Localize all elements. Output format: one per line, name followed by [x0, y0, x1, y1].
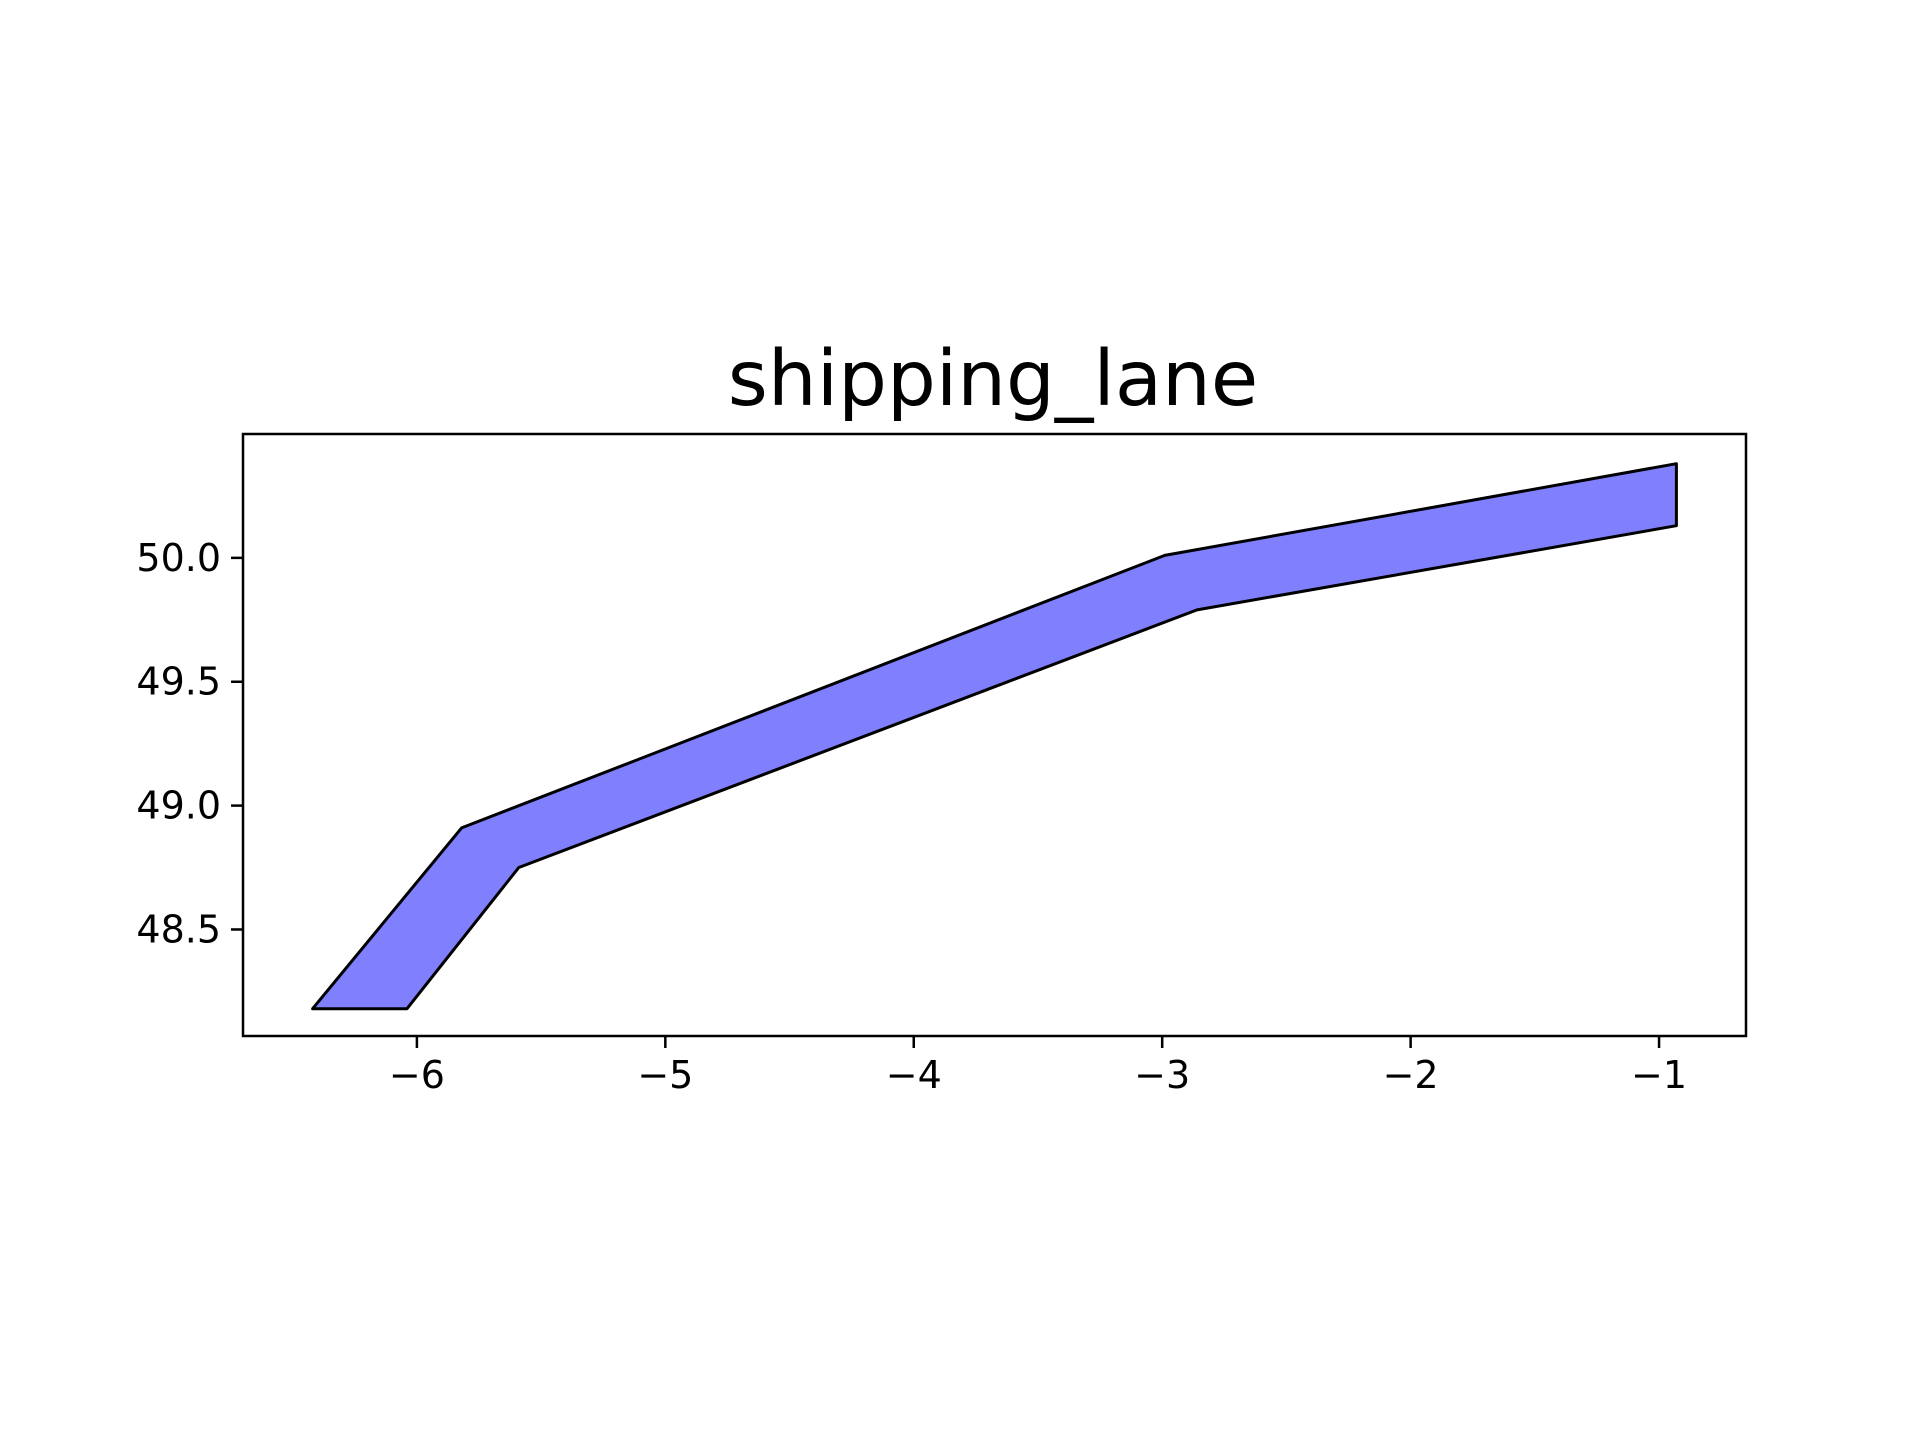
x-tick-label: −2	[1383, 1053, 1439, 1097]
x-axis: −6 −5 −4 −3 −2 −1	[389, 1036, 1687, 1097]
x-tick-label: −5	[637, 1053, 693, 1097]
shipping-lane-polygon	[311, 462, 1678, 1011]
x-tick-label: −3	[1134, 1053, 1190, 1097]
plot-area	[311, 462, 1678, 1011]
y-tick-label: 48.5	[136, 907, 221, 951]
y-tick-label: 49.0	[136, 784, 221, 828]
x-tick-label: −4	[886, 1053, 942, 1097]
x-tick-label: −6	[389, 1053, 445, 1097]
chart-title: shipping_lane	[728, 335, 1258, 424]
axes-frame	[241, 432, 1748, 1038]
y-axis: 48.5 49.0 49.5 50.0	[136, 536, 243, 951]
x-tick-label: −1	[1631, 1053, 1687, 1097]
y-tick-label: 50.0	[136, 536, 221, 580]
y-tick-label: 49.5	[136, 660, 221, 704]
